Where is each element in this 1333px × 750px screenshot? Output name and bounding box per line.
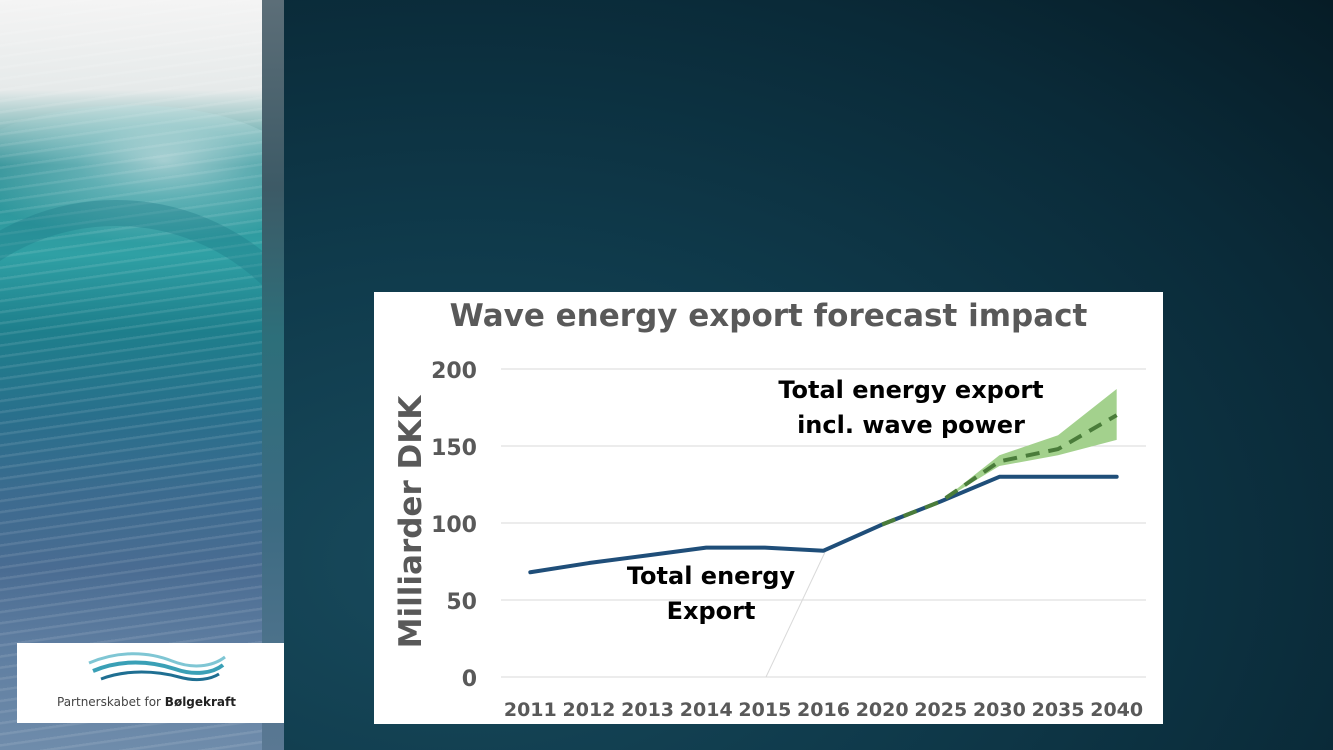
- chart-plot: 0 50 100 150 200 2011 2012 2013 2014 2015 2016 202…: [393, 359, 1146, 721]
- x-tick-label: 2011: [504, 699, 557, 721]
- wave-curl: [0, 200, 262, 672]
- annotation-text: incl. wave power: [797, 411, 1025, 439]
- series-line-total-export: [528, 474, 1119, 575]
- chart-title: Wave energy export forecast impact: [449, 298, 1088, 334]
- x-tick-label: 2016: [797, 699, 850, 721]
- x-tick-label: 2025: [914, 699, 967, 721]
- x-tick-label: 2035: [1032, 699, 1085, 721]
- forecast-range-band: [882, 389, 1117, 525]
- y-tick-label: 150: [431, 436, 477, 461]
- annotation-text: Export: [667, 597, 756, 625]
- leader-line: [765, 549, 827, 678]
- chart-panel: Wave energy export forecast impact 0 50 10…: [374, 292, 1163, 724]
- y-axis-label: Milliarder DKK: [393, 395, 429, 649]
- annotation-text: Total energy: [627, 562, 796, 590]
- x-tick-label: 2012: [563, 699, 616, 721]
- x-tick-label: 2013: [621, 699, 674, 721]
- wave-strip: [262, 0, 284, 750]
- y-tick-label: 100: [431, 513, 477, 538]
- logo-text-bold: Bølgekraft: [164, 695, 236, 709]
- x-tick-label: 2030: [973, 699, 1026, 721]
- annotation-text: Total energy export: [778, 376, 1043, 404]
- x-tick-label: 2040: [1090, 699, 1143, 721]
- logo-text: Partnerskabet for Bølgekraft: [57, 695, 236, 709]
- x-tick-label: 2020: [856, 699, 909, 721]
- logo-text-prefix: Partnerskabet for: [57, 695, 165, 709]
- logo-waves-icon: [88, 652, 226, 682]
- y-tick-label: 0: [462, 667, 477, 692]
- wave-background-image: [0, 0, 262, 750]
- x-tick-label: 2014: [680, 699, 733, 721]
- y-tick-label: 50: [446, 590, 477, 615]
- series-line-incl-wave-power: [881, 413, 1118, 527]
- partner-logo: Partnerskabet for Bølgekraft: [17, 643, 284, 723]
- x-tick-label: 2015: [738, 699, 791, 721]
- y-tick-label: 200: [431, 359, 477, 384]
